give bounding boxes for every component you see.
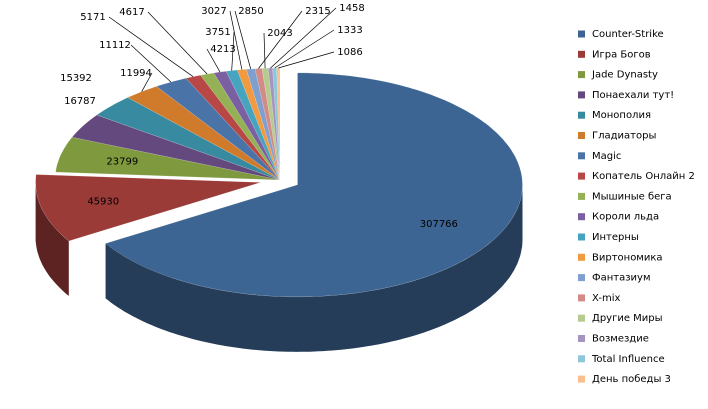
- legend-swatch: [578, 91, 585, 99]
- data-label: 2315: [305, 6, 330, 17]
- leader-line: [231, 31, 235, 71]
- leader-line: [258, 10, 303, 69]
- leader-line: [270, 7, 337, 69]
- legend-swatch: [578, 30, 585, 38]
- data-label: 15392: [60, 73, 92, 84]
- legend-label: Magic: [592, 151, 621, 162]
- pie-slice: [35, 174, 261, 242]
- legend-swatch: [578, 71, 585, 79]
- legend-swatch: [578, 375, 585, 383]
- legend-swatch: [578, 111, 585, 119]
- data-label: 1458: [339, 3, 364, 14]
- data-label: 2850: [238, 6, 263, 17]
- legend-label: Виртономика: [592, 252, 663, 263]
- leader-line: [130, 44, 172, 83]
- legend-label: Интерны: [592, 232, 639, 243]
- leader-line: [229, 10, 243, 70]
- legend-label: Jade Dynasty: [591, 70, 658, 81]
- legend-swatch: [578, 172, 585, 180]
- legend-swatch: [578, 50, 585, 58]
- data-label: 307766: [420, 219, 458, 230]
- leader-line: [234, 10, 252, 70]
- legend-swatch: [578, 132, 585, 139]
- data-label: 11994: [120, 68, 152, 79]
- legend-label: Копатель Онлайн 2: [592, 171, 695, 182]
- legend-label: Игра Богов: [592, 49, 651, 60]
- legend-swatch: [578, 314, 585, 322]
- data-label: 4617: [119, 7, 144, 18]
- legend-label: День победы 3: [592, 374, 671, 385]
- pie-slice: [105, 72, 523, 298]
- legend-swatch: [578, 294, 585, 302]
- data-label: 16787: [64, 96, 96, 107]
- data-label: 5171: [80, 12, 105, 23]
- legend-label: Другие Миры: [592, 313, 663, 324]
- legend-label: Короли льда: [592, 212, 659, 223]
- leader-line: [141, 72, 153, 92]
- data-label: 1333: [337, 25, 362, 36]
- legend-swatch: [578, 192, 585, 200]
- legend-swatch: [578, 253, 585, 261]
- pie-slice: [96, 97, 281, 181]
- legend-swatch: [578, 152, 585, 160]
- legend-swatch: [578, 233, 585, 241]
- legend-label: Гладиаторы: [592, 131, 656, 142]
- data-label: 11112: [99, 40, 131, 51]
- legend-swatch: [578, 335, 585, 342]
- data-label: 4213: [210, 44, 235, 55]
- pie-slice: [71, 114, 281, 181]
- legend-swatch: [578, 355, 585, 363]
- legend-swatch: [578, 213, 585, 221]
- data-label: 3751: [205, 27, 230, 38]
- leader-line: [108, 16, 194, 77]
- leader-line: [147, 11, 208, 75]
- data-label: 2043: [267, 28, 292, 39]
- legend-label: Фантазиум: [592, 273, 651, 284]
- data-label: 45930: [87, 197, 119, 208]
- leader-line: [263, 32, 266, 69]
- pie-slice: [55, 136, 281, 181]
- leader-line: [278, 51, 335, 69]
- leader-line: [206, 48, 221, 73]
- legend-label: Counter-Strike: [592, 29, 664, 40]
- legend-label: Возмездие: [592, 334, 649, 345]
- legend-swatch: [578, 274, 585, 282]
- pie-slice-side: [35, 182, 69, 296]
- data-label: 23799: [106, 157, 138, 168]
- data-label: 3027: [201, 6, 226, 17]
- legend-label: Total Influence: [591, 354, 665, 365]
- legend-label: Монополия: [592, 110, 651, 121]
- legend-label: Мышиные бега: [592, 191, 672, 202]
- legend-label: X-mix: [592, 293, 620, 304]
- legend-label: Понаехали тут!: [592, 90, 674, 101]
- leader-line: [274, 29, 335, 69]
- pie-slice-side: [105, 184, 523, 352]
- data-label: 1086: [337, 47, 362, 58]
